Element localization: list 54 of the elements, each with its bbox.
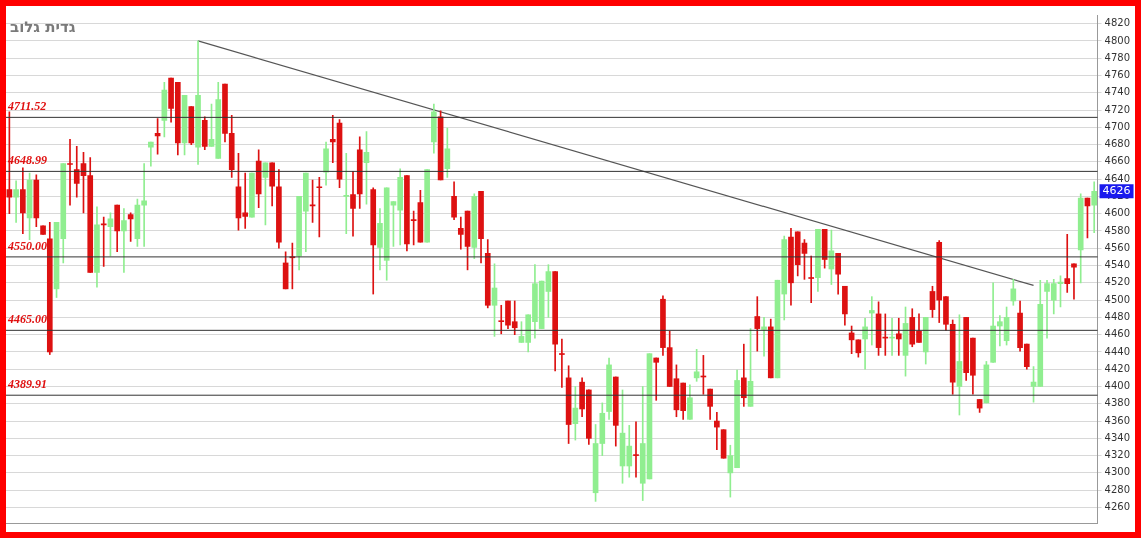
candlestick (862, 317, 868, 370)
candlestick (653, 357, 660, 401)
y-tick-label: 4380 (1104, 397, 1130, 409)
y-tick-label: 4780 (1104, 51, 1130, 63)
y-tick-label: 4500 (1104, 293, 1130, 305)
y-tick-label: 4260 (1104, 501, 1130, 513)
y-tick-label: 4540 (1104, 259, 1130, 271)
y-tick-label: 4340 (1104, 431, 1130, 443)
y-tick-label: 4560 (1104, 241, 1130, 253)
candlestick (141, 163, 147, 247)
ref-line-label: 4711.52 (7, 99, 47, 114)
candlestick (13, 180, 19, 223)
ref-line-label: 4550.00 (7, 239, 47, 253)
candlestick (761, 317, 767, 357)
candlestick (714, 412, 720, 450)
y-tick-label: 4700 (1104, 120, 1130, 132)
y-tick-label: 4300 (1104, 466, 1130, 478)
candlestick (1064, 234, 1071, 293)
y-tick-label: 4280 (1104, 483, 1130, 495)
y-tick-label: 4520 (1104, 276, 1130, 288)
y-tick-label: 4580 (1104, 224, 1130, 236)
y-tick-label: 4720 (1104, 103, 1130, 115)
ref-line-label: 4465.00 (7, 312, 47, 327)
chart-title: גדית גלוב (10, 18, 76, 37)
candlestick (350, 171, 356, 237)
candlestick (67, 139, 73, 206)
y-tick-label: 4400 (1104, 380, 1130, 392)
y-tick-label: 4420 (1104, 362, 1130, 374)
candlestick (148, 141, 154, 167)
candlestick (559, 338, 565, 388)
y-tick-label: 4800 (1104, 34, 1130, 46)
candlestick (1071, 263, 1077, 300)
y-tick-label: 4440 (1104, 345, 1130, 357)
y-tick-label: 4320 (1104, 449, 1130, 461)
y-tick-label: 4680 (1104, 138, 1130, 150)
y-tick-label: 4460 (1104, 328, 1130, 340)
candlestick (869, 296, 875, 346)
candlestick (316, 177, 323, 238)
y-tick-label: 4600 (1104, 207, 1130, 219)
y-tick-label: 4820 (1104, 17, 1130, 29)
y-tick-label: 4480 (1104, 310, 1130, 322)
y-tick-label: 4760 (1104, 69, 1130, 81)
candlestick (808, 255, 815, 304)
y-tick-label: 4740 (1104, 86, 1130, 98)
y-tick-label: 4360 (1104, 414, 1130, 426)
candlestick (121, 208, 127, 273)
candlestick (633, 421, 639, 478)
annotation: 4626 (1102, 184, 1131, 198)
y-tick-label: 4660 (1104, 155, 1130, 167)
candlestick (895, 317, 902, 356)
y-tick-label: 4640 (1104, 172, 1130, 184)
candlestick (343, 152, 350, 234)
candlestick (754, 296, 761, 352)
ref-line-label: 4389.91 (7, 377, 47, 392)
